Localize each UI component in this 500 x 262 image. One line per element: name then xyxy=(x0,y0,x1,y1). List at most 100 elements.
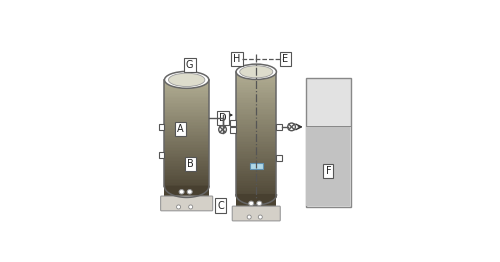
Bar xyxy=(164,122,209,124)
Bar xyxy=(236,93,277,95)
Bar xyxy=(164,91,209,93)
Circle shape xyxy=(258,215,262,219)
Bar xyxy=(164,195,209,197)
Bar xyxy=(164,185,209,187)
Bar xyxy=(236,201,277,204)
Bar xyxy=(164,179,209,181)
Bar xyxy=(164,123,209,125)
Bar xyxy=(164,117,209,119)
Bar xyxy=(164,137,209,138)
Bar xyxy=(164,114,209,116)
Bar xyxy=(236,179,277,182)
Bar xyxy=(164,142,209,144)
Bar xyxy=(164,116,209,118)
Text: C: C xyxy=(218,200,224,211)
Bar xyxy=(236,112,277,114)
Bar xyxy=(164,87,209,89)
Bar xyxy=(164,112,209,113)
Bar xyxy=(164,121,209,122)
Bar xyxy=(306,78,351,207)
Bar xyxy=(164,94,209,96)
Bar xyxy=(236,152,277,155)
Bar xyxy=(164,163,209,165)
Circle shape xyxy=(188,205,192,209)
Bar xyxy=(236,102,277,104)
Bar xyxy=(164,148,209,150)
Text: B: B xyxy=(188,159,194,169)
Bar xyxy=(164,109,209,111)
Bar xyxy=(236,142,277,144)
Bar xyxy=(164,103,209,105)
Bar xyxy=(164,177,209,179)
Bar xyxy=(164,84,209,86)
Bar xyxy=(236,122,277,124)
Bar xyxy=(164,139,209,141)
Bar xyxy=(164,186,209,188)
Ellipse shape xyxy=(240,66,273,78)
Bar xyxy=(236,176,277,178)
Bar xyxy=(236,114,277,116)
Bar xyxy=(236,151,277,153)
Bar xyxy=(236,157,277,160)
Circle shape xyxy=(176,205,180,209)
Bar xyxy=(164,183,209,185)
Text: F: F xyxy=(326,166,331,176)
Bar xyxy=(236,105,277,107)
Bar xyxy=(236,127,277,129)
Ellipse shape xyxy=(168,73,205,86)
Bar xyxy=(164,81,209,83)
Bar xyxy=(236,120,277,122)
Circle shape xyxy=(247,215,251,219)
Bar xyxy=(164,152,209,155)
Bar xyxy=(236,200,277,202)
Bar xyxy=(164,99,209,100)
Bar xyxy=(236,169,277,171)
Bar xyxy=(164,161,209,163)
Polygon shape xyxy=(164,186,209,198)
Bar xyxy=(164,119,209,121)
Bar xyxy=(164,128,209,130)
Bar xyxy=(236,186,277,188)
Bar xyxy=(236,139,277,141)
Bar xyxy=(236,154,277,156)
Bar xyxy=(236,178,277,180)
Bar xyxy=(164,167,209,169)
Bar xyxy=(164,113,209,115)
Bar xyxy=(236,117,277,119)
FancyBboxPatch shape xyxy=(232,206,280,221)
Bar xyxy=(164,93,209,95)
Bar xyxy=(236,80,277,82)
Bar xyxy=(236,86,277,89)
Bar xyxy=(236,134,277,136)
Bar xyxy=(164,97,209,99)
Bar xyxy=(236,108,277,111)
Bar xyxy=(236,159,277,161)
Bar xyxy=(236,100,277,102)
Ellipse shape xyxy=(236,64,277,79)
Bar xyxy=(236,156,277,158)
Bar xyxy=(236,168,277,170)
Bar xyxy=(164,145,209,147)
Bar xyxy=(236,161,277,163)
Ellipse shape xyxy=(179,190,184,194)
Bar xyxy=(164,125,209,127)
Bar xyxy=(164,154,209,156)
Bar xyxy=(164,144,209,146)
Ellipse shape xyxy=(248,201,254,206)
Bar xyxy=(164,173,209,175)
Bar xyxy=(164,110,209,112)
Bar xyxy=(236,164,277,166)
Bar xyxy=(236,73,277,75)
Bar xyxy=(236,166,277,168)
Bar xyxy=(236,110,277,112)
Bar xyxy=(164,170,209,172)
Bar xyxy=(164,107,209,109)
Bar xyxy=(236,77,277,79)
Bar xyxy=(164,159,209,160)
Bar xyxy=(236,163,277,165)
Bar xyxy=(164,141,209,143)
Bar xyxy=(230,120,236,126)
Bar xyxy=(164,135,209,137)
Text: A: A xyxy=(178,124,184,134)
Bar xyxy=(236,107,277,109)
